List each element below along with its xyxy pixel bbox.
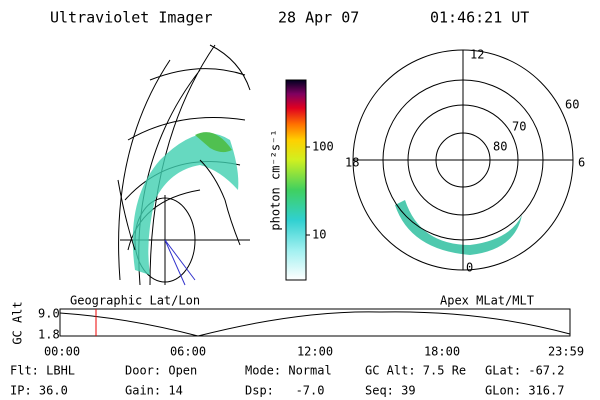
aurora (132, 133, 239, 275)
timeline-label: Apex MLat/MLT (440, 294, 534, 308)
time-label: 12:00 (297, 345, 333, 359)
time-label: 06:00 (170, 345, 206, 359)
lat-label: 70 (512, 120, 526, 134)
status-field: GLon: 316.7 (485, 384, 564, 398)
status-field: Seq: 39 (365, 384, 416, 398)
date: 28 Apr 07 (278, 9, 359, 27)
status-field: GLat: -67.2 (485, 364, 564, 378)
mlt-label: 0 (466, 261, 473, 275)
timeline-box (59, 308, 571, 337)
lat-label: 60 (565, 98, 579, 112)
time: 01:46:21 UT (430, 9, 529, 27)
colorbar-tick: 10 (312, 228, 326, 242)
status-field: Door: Open (125, 364, 197, 378)
title: Ultraviolet Imager (50, 9, 213, 27)
time-label: 00:00 (44, 345, 80, 359)
status-field: Gain: 14 (125, 384, 183, 398)
mlt-label: 18 (345, 156, 359, 170)
time-label: 18:00 (424, 345, 460, 359)
lat-label: 80 (493, 140, 507, 154)
geo-map (117, 44, 251, 286)
polar-plot: 12 6 0 18 60 70 80 (345, 48, 585, 275)
status-field: Dsp: -7.0 (245, 384, 324, 398)
map-lines (164, 239, 196, 286)
header: Ultraviolet Imager 28 Apr 07 01:46:21 UT (50, 9, 529, 27)
y-label: 9.0 (38, 307, 60, 321)
timeline: Geographic Lat/Lon Apex MLat/MLT GC Alt … (11, 294, 585, 359)
colorbar-tick: 100 (312, 140, 334, 154)
mlt-label: 12 (470, 48, 484, 62)
colorbar-label: photon cm⁻²s⁻¹ (269, 129, 283, 230)
aurora-bright (195, 132, 232, 153)
axis-label: GC Alt (11, 301, 25, 344)
altitude-curve (59, 311, 571, 337)
status-field: Flt: LBHL (10, 364, 75, 378)
timeline-label: Geographic Lat/Lon (70, 294, 200, 308)
footer: Flt: LBHL Door: Open Mode: Normal GC Alt: 7… (10, 364, 564, 398)
mlt-label: 6 (578, 156, 585, 170)
colorbar-ticks (306, 146, 310, 236)
status-field: Mode: Normal (245, 364, 332, 378)
status-field: GC Alt: 7.5 Re (365, 364, 466, 378)
status-field: IP: 36.0 (10, 384, 68, 398)
polar-axes (353, 50, 573, 270)
time-label: 23:59 (548, 345, 584, 359)
coastline (117, 159, 241, 251)
y-label: 1.8 (38, 328, 60, 342)
aurora-polar (395, 200, 522, 255)
colorbar-scale (285, 79, 307, 281)
colorbar: 100 10 photon cm⁻²s⁻¹ (269, 79, 334, 281)
